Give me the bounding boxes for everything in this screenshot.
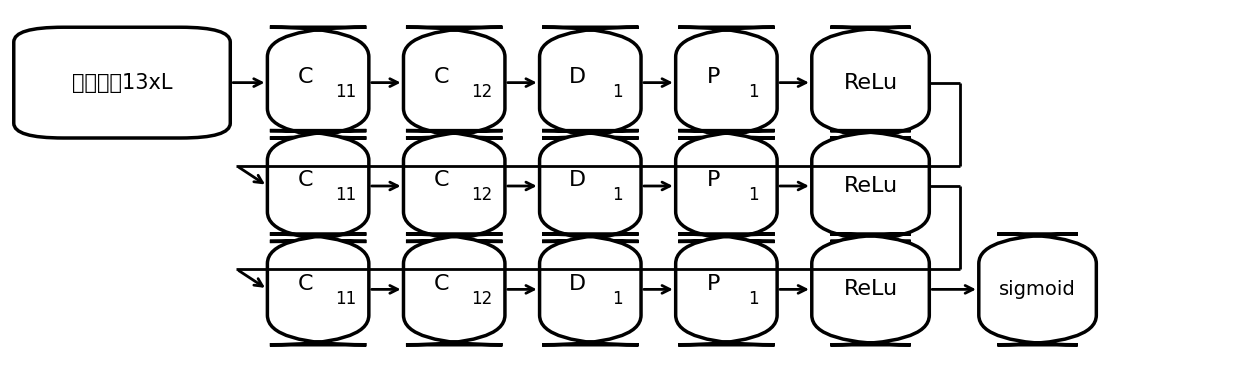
FancyBboxPatch shape bbox=[403, 27, 505, 138]
Text: 11: 11 bbox=[335, 83, 356, 101]
FancyBboxPatch shape bbox=[539, 234, 641, 345]
Text: 1: 1 bbox=[748, 186, 759, 204]
Text: ReLu: ReLu bbox=[843, 73, 898, 93]
Text: 1: 1 bbox=[613, 83, 622, 101]
Text: 1: 1 bbox=[748, 83, 759, 101]
Text: 11: 11 bbox=[335, 290, 356, 308]
FancyBboxPatch shape bbox=[676, 131, 777, 241]
Text: 1: 1 bbox=[748, 290, 759, 308]
FancyBboxPatch shape bbox=[812, 27, 929, 138]
FancyBboxPatch shape bbox=[539, 27, 641, 138]
FancyBboxPatch shape bbox=[676, 234, 777, 345]
Text: C: C bbox=[298, 67, 314, 87]
FancyBboxPatch shape bbox=[539, 131, 641, 241]
FancyBboxPatch shape bbox=[268, 234, 368, 345]
FancyBboxPatch shape bbox=[676, 27, 777, 138]
FancyBboxPatch shape bbox=[268, 131, 368, 241]
FancyBboxPatch shape bbox=[14, 27, 231, 138]
Text: D: D bbox=[569, 67, 587, 87]
Text: 11: 11 bbox=[335, 186, 356, 204]
Text: 输八特征13xL: 输八特征13xL bbox=[72, 73, 172, 93]
Text: P: P bbox=[707, 170, 720, 190]
FancyBboxPatch shape bbox=[978, 234, 1096, 345]
Text: 1: 1 bbox=[613, 290, 622, 308]
FancyBboxPatch shape bbox=[268, 27, 368, 138]
Text: 12: 12 bbox=[471, 290, 492, 308]
Text: C: C bbox=[298, 274, 314, 294]
Text: sigmoid: sigmoid bbox=[999, 280, 1076, 299]
Text: P: P bbox=[707, 67, 720, 87]
FancyBboxPatch shape bbox=[403, 131, 505, 241]
Text: P: P bbox=[707, 274, 720, 294]
Text: C: C bbox=[298, 170, 314, 190]
Text: ReLu: ReLu bbox=[843, 279, 898, 299]
Text: C: C bbox=[434, 67, 450, 87]
FancyBboxPatch shape bbox=[812, 131, 929, 241]
Text: ReLu: ReLu bbox=[843, 176, 898, 196]
Text: C: C bbox=[434, 170, 450, 190]
Text: 1: 1 bbox=[613, 186, 622, 204]
Text: D: D bbox=[569, 170, 587, 190]
Text: 12: 12 bbox=[471, 186, 492, 204]
FancyBboxPatch shape bbox=[812, 234, 929, 345]
Text: 12: 12 bbox=[471, 83, 492, 101]
FancyBboxPatch shape bbox=[403, 234, 505, 345]
Text: C: C bbox=[434, 274, 450, 294]
Text: D: D bbox=[569, 274, 587, 294]
